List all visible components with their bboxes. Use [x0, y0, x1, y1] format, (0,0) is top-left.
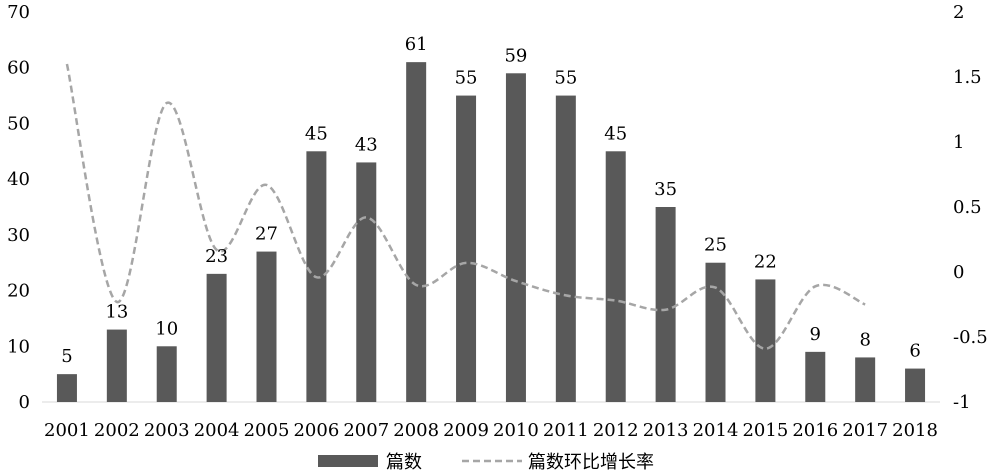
right-y-tick-label: 1	[953, 132, 964, 153]
data-label-2004: 23	[205, 246, 228, 267]
bar-2013	[655, 207, 676, 402]
left-y-tick-label: 70	[7, 2, 30, 23]
bar-2017	[855, 357, 876, 402]
x-tick-label-2002: 2002	[94, 420, 140, 441]
data-label-2013: 35	[654, 179, 677, 200]
right-y-tick-label: 0	[953, 262, 964, 283]
data-label-2005: 27	[255, 224, 278, 245]
data-label-2002: 13	[105, 302, 128, 323]
bar-2007	[356, 162, 377, 402]
data-label-2001: 5	[61, 346, 72, 367]
data-label-2006: 45	[305, 123, 328, 144]
data-label-2010: 59	[504, 45, 527, 66]
data-label-2003: 10	[155, 318, 178, 339]
legend-label-bar: 篇数	[386, 452, 422, 472]
right-y-axis-tick-labels: -1 -0.5 0 0.5 1 1.5 2	[953, 2, 988, 413]
growth-rate-line	[65, 63, 866, 350]
right-y-tick-label: 1.5	[953, 67, 982, 88]
data-label-2007: 43	[355, 134, 378, 155]
x-tick-label-2015: 2015	[742, 420, 788, 441]
left-y-tick-label: 60	[7, 58, 30, 79]
x-tick-label-2003: 2003	[144, 420, 190, 441]
data-label-2009: 55	[455, 68, 478, 89]
x-tick-label-2001: 2001	[44, 420, 90, 441]
left-y-tick-label: 50	[7, 113, 30, 134]
x-tick-label-2018: 2018	[892, 420, 938, 441]
bar-2002	[106, 329, 127, 402]
right-y-tick-label: -0.5	[953, 327, 988, 348]
bar-data-labels: 5 13 10 23 27 45 43 61 55 59 55 45 35 25 22 9 8 6	[61, 34, 921, 367]
bar-2014	[705, 262, 726, 402]
x-tick-label-2014: 2014	[693, 420, 739, 441]
bar-2015	[755, 279, 776, 402]
left-y-tick-label: 30	[7, 225, 30, 246]
bar-2008	[406, 62, 427, 403]
bar-2010	[505, 73, 526, 403]
bar-2005	[256, 251, 277, 402]
bar-2012	[605, 151, 626, 402]
x-tick-label-2013: 2013	[643, 420, 689, 441]
bar-2003	[156, 346, 177, 402]
left-y-tick-label: 20	[7, 281, 30, 302]
data-label-2016: 9	[810, 324, 821, 345]
x-tick-label-2007: 2007	[343, 420, 389, 441]
x-tick-label-2004: 2004	[194, 420, 240, 441]
x-tick-label-2005: 2005	[244, 420, 290, 441]
bar-2011	[555, 95, 576, 403]
legend-label-line: 篇数环比增长率	[528, 452, 654, 472]
growth-rate-series	[65, 63, 866, 350]
right-y-tick-label: 2	[953, 2, 964, 23]
x-tick-label-2009: 2009	[443, 420, 489, 441]
bar-2001	[56, 374, 77, 402]
x-tick-label-2010: 2010	[493, 420, 539, 441]
data-label-2008: 61	[405, 34, 428, 55]
data-label-2018: 6	[909, 341, 920, 362]
bar-2009	[456, 95, 477, 403]
right-y-tick-label: -1	[953, 392, 971, 413]
left-y-tick-label: 40	[7, 169, 30, 190]
x-tick-label-2008: 2008	[393, 420, 439, 441]
left-y-tick-label: 10	[7, 336, 30, 357]
bar-2016	[805, 351, 826, 402]
bar-2004	[206, 273, 227, 402]
x-tick-label-2016: 2016	[792, 420, 838, 441]
data-label-2015: 22	[754, 251, 777, 272]
x-tick-label-2017: 2017	[842, 420, 888, 441]
bar-2018	[905, 368, 926, 402]
legend-swatch-bar	[318, 455, 378, 467]
data-label-2012: 45	[604, 123, 627, 144]
right-y-tick-label: 0.5	[953, 197, 982, 218]
x-tick-label-2006: 2006	[293, 420, 339, 441]
data-label-2014: 25	[704, 235, 727, 256]
left-y-axis-tick-labels: 0 10 20 30 40 50 60 70	[7, 2, 30, 413]
left-y-tick-label: 0	[19, 392, 30, 413]
x-tick-label-2012: 2012	[593, 420, 639, 441]
bar-series	[56, 62, 926, 403]
data-label-2011: 55	[554, 68, 577, 89]
data-label-2017: 8	[859, 329, 870, 350]
legend: 篇数 篇数环比增长率	[318, 452, 654, 472]
x-tick-label-2011: 2011	[543, 420, 589, 441]
x-tick-labels: 2001 2002 2003 2004 2005 2006 2007 2008 2009 2010…	[44, 420, 938, 441]
